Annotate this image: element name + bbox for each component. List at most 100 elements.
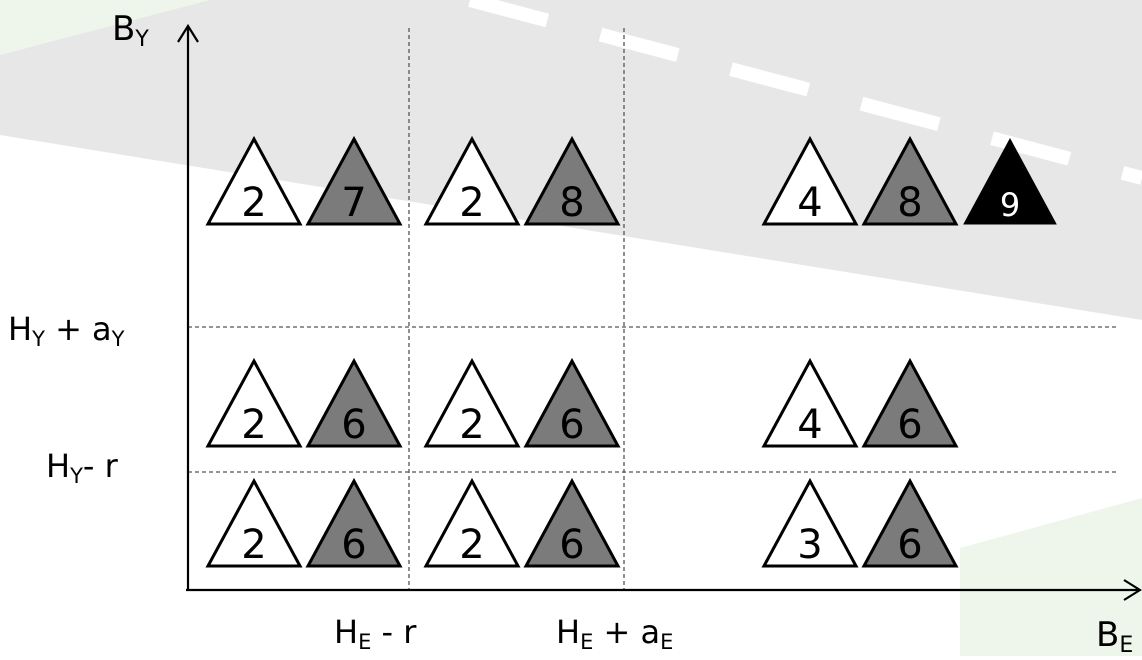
- y-threshold-2-rest: - r: [83, 447, 119, 485]
- triangle-shape: [761, 357, 859, 448]
- triangle-shape: [305, 135, 403, 226]
- triangle-gray: 6: [861, 477, 959, 568]
- triangle-label: 2: [241, 522, 266, 568]
- y-axis-label-main: B: [112, 9, 135, 49]
- triangle-label: 6: [897, 402, 922, 448]
- triangle-gray: 8: [523, 135, 621, 226]
- triangle-label: 6: [559, 402, 584, 448]
- triangle-label: 9: [1000, 186, 1020, 224]
- triangle-label: 2: [459, 522, 484, 568]
- cell-top-right: 4 8 9: [761, 135, 1057, 226]
- axes: [177, 23, 1142, 601]
- triangle-label: 3: [797, 522, 822, 568]
- triangle-outline: 2: [423, 477, 521, 568]
- x-axis-arrow-icon: [1123, 579, 1142, 601]
- x-threshold-label-he-plus-ae: HE + aE: [556, 613, 673, 654]
- triangle-shape: [423, 477, 521, 568]
- x-threshold-2-sub: E: [580, 630, 593, 654]
- triangle-shape: [861, 477, 959, 568]
- triangle-label: 6: [341, 522, 366, 568]
- axis-labels: BY BE HY + aY HY- r HE - r HE + aE: [8, 9, 1133, 658]
- triangle-shape: [305, 477, 403, 568]
- triangle-outline: 4: [761, 135, 859, 226]
- triangle-shape: [523, 135, 621, 226]
- triangle-shape: [861, 135, 959, 226]
- y-threshold-label-hy-plus-ay: HY + aY: [8, 310, 125, 351]
- triangle-outline: 4: [761, 357, 859, 448]
- triangle-outline: 2: [205, 357, 303, 448]
- y-threshold-1-main: H: [8, 310, 32, 348]
- y-threshold-label-hy-minus-r: HY- r: [46, 447, 119, 488]
- x-threshold-label-he-minus-r: HE - r: [334, 613, 417, 654]
- triangle-label: 8: [559, 180, 584, 226]
- x-threshold-1-rest: - r: [371, 613, 417, 651]
- triangle-gray: 6: [305, 477, 403, 568]
- triangle-label: 2: [459, 402, 484, 448]
- x-threshold-2-main: H: [556, 613, 580, 651]
- lane-marking-dashed: [468, 0, 1142, 185]
- road-edge-line: [0, 143, 1142, 352]
- triangle-outline: 2: [205, 135, 303, 226]
- y-threshold-1-sub: Y: [31, 327, 45, 351]
- triangle-outline: 2: [205, 477, 303, 568]
- triangle-label: 8: [897, 180, 922, 226]
- triangle-label: 2: [241, 402, 266, 448]
- y-axis-label-sub: Y: [134, 27, 149, 52]
- y-threshold-2-main: H: [46, 447, 70, 485]
- triangle-shape: [205, 357, 303, 448]
- x-threshold-1-sub: E: [358, 630, 371, 654]
- triangle-label: 2: [241, 180, 266, 226]
- y-threshold-2-sub: Y: [69, 464, 83, 488]
- triangle-shape: [963, 137, 1057, 225]
- y-threshold-1-rest-sub: Y: [111, 327, 125, 351]
- x-threshold-2-rest-sub: E: [660, 630, 673, 654]
- triangle-gray: 6: [523, 477, 621, 568]
- triangle-label: 4: [797, 402, 822, 448]
- x-threshold-2-rest: + a: [593, 613, 660, 651]
- triangle-markers: 2 7 2 8 4 8 92 6 2 6 4 62 6 2 6 3 6: [205, 135, 1057, 568]
- triangle-label: 6: [341, 402, 366, 448]
- triangle-shape: [205, 135, 303, 226]
- triangle-shape: [523, 357, 621, 448]
- y-axis-label: BY: [112, 9, 149, 52]
- triangle-shape: [523, 477, 621, 568]
- triangle-shape: [423, 135, 521, 226]
- threshold-grid: [188, 28, 1118, 590]
- triangle-shape: [423, 357, 521, 448]
- x-axis-label: BE: [1096, 615, 1133, 656]
- y-axis-arrow-icon: [177, 23, 199, 43]
- triangle-outline: 3: [761, 477, 859, 568]
- triangle-gray: 6: [861, 357, 959, 448]
- x-axis-label-main: B: [1096, 615, 1119, 655]
- triangle-gray: 7: [305, 135, 403, 226]
- triangle-black: 9: [963, 137, 1057, 225]
- x-threshold-1-main: H: [334, 613, 358, 651]
- triangle-gray: 6: [305, 357, 403, 448]
- triangle-label: 2: [459, 180, 484, 226]
- triangle-shape: [761, 477, 859, 568]
- triangle-label: 6: [559, 522, 584, 568]
- triangle-gray: 8: [861, 135, 959, 226]
- triangle-label: 4: [797, 180, 822, 226]
- triangle-gray: 6: [523, 357, 621, 448]
- triangle-outline: 2: [423, 357, 521, 448]
- triangle-label: 6: [897, 522, 922, 568]
- triangle-shape: [205, 477, 303, 568]
- triangle-shape: [861, 357, 959, 448]
- y-threshold-1-rest: + a: [45, 310, 112, 348]
- triangle-label: 7: [341, 180, 366, 226]
- triangle-shape: [305, 357, 403, 448]
- x-axis-label-sub: E: [1119, 633, 1133, 656]
- triangle-outline: 2: [423, 135, 521, 226]
- triangle-shape: [761, 135, 859, 226]
